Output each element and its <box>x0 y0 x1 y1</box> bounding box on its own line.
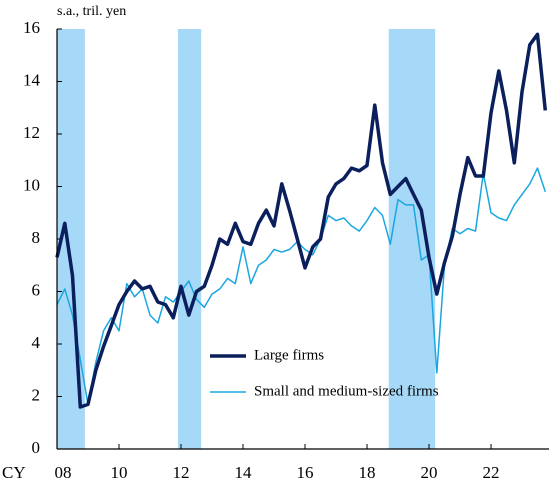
y-tick-label: 0 <box>32 438 41 457</box>
x-tick-label: 12 <box>173 463 190 482</box>
series-line <box>55 32 548 409</box>
x-tick-label: 16 <box>297 463 314 482</box>
y-tick-label: 10 <box>23 175 40 194</box>
x-unit-label: CY <box>2 463 26 482</box>
y-tick-label: 2 <box>32 385 41 404</box>
x-tick-label: 20 <box>421 463 438 482</box>
y-tick-label: 16 <box>23 18 40 37</box>
x-tick-label: 14 <box>235 463 253 482</box>
y-tick-label: 12 <box>23 123 40 142</box>
shaded-period <box>177 29 202 449</box>
legend-label: Large firms <box>254 347 324 363</box>
y-axis-label: s.a., tril. yen <box>57 4 126 19</box>
x-tick-label: 08 <box>55 463 72 482</box>
legend-label: Small and medium-sized firms <box>254 383 439 399</box>
y-tick-label: 14 <box>23 70 41 89</box>
y-tick-label: 8 <box>32 228 41 247</box>
y-tick-label: 4 <box>32 333 41 352</box>
x-tick-label: 22 <box>483 463 500 482</box>
y-tick-label: 6 <box>32 280 41 299</box>
series-line <box>56 167 547 406</box>
x-tick-label: 18 <box>359 463 376 482</box>
x-tick-label: 10 <box>111 463 128 482</box>
